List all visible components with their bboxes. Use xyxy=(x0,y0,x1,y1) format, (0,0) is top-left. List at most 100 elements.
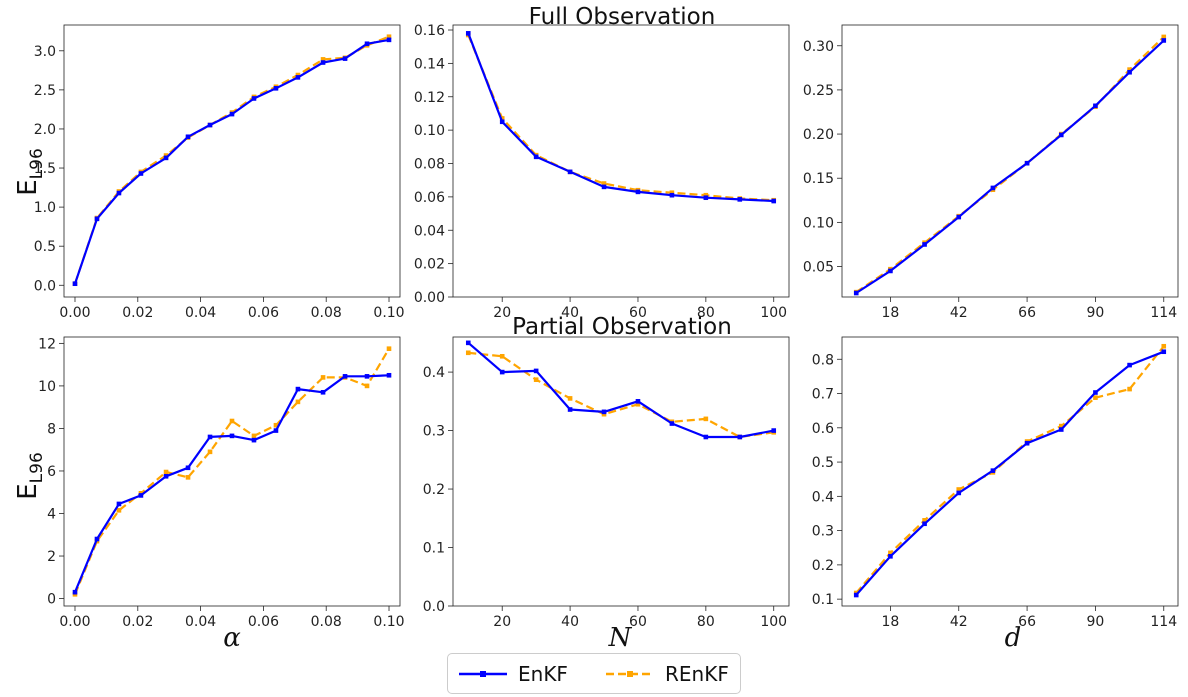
y-tick-label: 1.0 xyxy=(34,200,56,216)
y-tick-label: 0.12 xyxy=(414,90,445,106)
x-tick-label: 42 xyxy=(950,614,968,630)
y-tick-label: 0.04 xyxy=(414,223,445,239)
y-tick-label: 0.30 xyxy=(803,39,834,55)
data-point-renkf xyxy=(163,153,169,158)
data-point-renkf xyxy=(320,375,326,380)
y-tick-label: 8 xyxy=(47,421,56,437)
data-point-renkf xyxy=(601,181,607,186)
data-point-renkf xyxy=(295,72,301,78)
x-tick-label: 100 xyxy=(760,614,787,630)
data-point-renkf xyxy=(116,508,122,513)
data-point-renkf xyxy=(1161,343,1167,349)
y-tick-label: 0.02 xyxy=(414,257,445,273)
data-point-enkf xyxy=(853,290,859,296)
data-point-renkf xyxy=(1161,34,1167,40)
data-point-enkf xyxy=(499,119,505,125)
data-point-enkf xyxy=(465,31,471,36)
y-tick-label: 0.4 xyxy=(812,489,834,505)
y-tick-label: 0.20 xyxy=(803,127,834,143)
data-point-enkf xyxy=(207,122,213,128)
x-tick-label: 100 xyxy=(760,305,787,321)
data-point-renkf xyxy=(251,433,257,439)
data-point-renkf xyxy=(703,192,709,198)
data-point-renkf xyxy=(1058,423,1064,429)
y-tick-label: 0.10 xyxy=(803,215,834,231)
panel-bottom-middle: 20 40 60 80 100 0.0 0.1 0.2 0.3 0.4 xyxy=(423,336,790,630)
x-tick-label: 60 xyxy=(629,614,647,630)
y-tick-label: 0.7 xyxy=(812,387,834,403)
data-point-renkf xyxy=(273,422,279,428)
data-point-renkf xyxy=(635,401,641,407)
data-point-renkf xyxy=(320,57,326,62)
data-point-renkf xyxy=(386,34,392,40)
data-point-enkf xyxy=(94,216,100,222)
x-tick-label: 40 xyxy=(561,305,579,321)
series-line-enkf xyxy=(855,350,1165,596)
x-tick-label: 90 xyxy=(1087,305,1105,321)
x-tick-label: 20 xyxy=(493,305,511,321)
y-tick-label: 3.0 xyxy=(34,44,56,60)
y-tick-label: 0.05 xyxy=(803,260,834,276)
data-point-enkf xyxy=(499,369,505,375)
data-point-renkf xyxy=(922,518,927,523)
x-tick-label: 90 xyxy=(1087,614,1105,630)
y-tick-label: 4 xyxy=(47,506,56,522)
y-tick-label: 0.1 xyxy=(812,592,834,608)
data-point-enkf xyxy=(567,407,573,412)
y-tick-label: 2.0 xyxy=(34,122,56,138)
y-tick-label: 2.5 xyxy=(34,83,56,99)
x-tick-label: 0.04 xyxy=(185,614,216,630)
data-point-enkf xyxy=(273,86,279,91)
data-point-enkf xyxy=(386,372,392,378)
data-point-enkf xyxy=(273,428,279,433)
y-tick-label: 0.0 xyxy=(423,599,445,615)
x-tick-label: 0.08 xyxy=(311,614,342,630)
panel-bottom-left: 0.00 0.02 0.04 0.06 0.08 0.10 0 2 4 6 8 10 12 xyxy=(38,336,404,630)
data-point-enkf xyxy=(922,521,927,527)
data-point-renkf xyxy=(229,418,235,424)
ylabel-top: EL96 xyxy=(13,148,47,196)
y-tick-label: 0.16 xyxy=(414,23,445,39)
data-point-enkf xyxy=(669,421,675,426)
data-point-renkf xyxy=(601,411,607,417)
x-tick-label: 42 xyxy=(950,305,968,321)
legend-label-renkf: REnKF xyxy=(665,662,729,686)
plot-frame xyxy=(452,336,790,607)
data-point-renkf xyxy=(888,550,893,556)
data-point-renkf xyxy=(499,116,505,121)
y-tick-label: 0.3 xyxy=(812,524,834,540)
x-tick-label: 0.08 xyxy=(311,305,342,321)
x-tick-label: 66 xyxy=(1018,614,1036,630)
legend-swatch-renkf xyxy=(606,671,654,677)
data-point-enkf xyxy=(601,184,607,190)
x-tick-label: 66 xyxy=(1018,305,1036,321)
x-tick-label: 0.10 xyxy=(373,614,404,630)
data-point-enkf xyxy=(533,368,539,374)
x-tick-label: 0.10 xyxy=(373,305,404,321)
y-tick-label: 0.15 xyxy=(803,171,834,187)
ylabel-bottom-main: E xyxy=(13,483,43,499)
series-line-enkf xyxy=(855,39,1165,294)
data-point-renkf xyxy=(207,449,213,455)
data-point-renkf xyxy=(364,383,370,389)
y-tick-label: 0.08 xyxy=(414,157,445,173)
panels: 0.00 0.02 0.04 0.06 0.08 0.100.00.51.01.52.02… xyxy=(34,23,1179,630)
xlabel-d: d xyxy=(1005,623,1022,653)
legend-item-enkf: EnKF xyxy=(458,661,568,687)
y-tick-label: 0.06 xyxy=(414,190,445,206)
data-point-renkf xyxy=(703,416,709,422)
series-line-enkf xyxy=(467,32,774,203)
data-point-renkf xyxy=(499,353,505,359)
data-point-renkf xyxy=(956,487,962,492)
series-line-enkf xyxy=(73,374,390,593)
x-tick-label: 0.06 xyxy=(248,614,279,630)
data-point-enkf xyxy=(703,195,709,201)
data-point-enkf xyxy=(635,399,641,404)
y-tick-label: 12 xyxy=(38,336,56,352)
data-point-enkf xyxy=(320,389,326,395)
y-tick-label: 0.10 xyxy=(414,123,445,139)
panel-top-middle: 20 40 60 80 100 0.00 0.02 0.04 0.06 0.08 0.10 0.12 0… xyxy=(414,23,790,321)
x-tick-label: 80 xyxy=(697,305,715,321)
data-point-enkf xyxy=(72,281,78,287)
